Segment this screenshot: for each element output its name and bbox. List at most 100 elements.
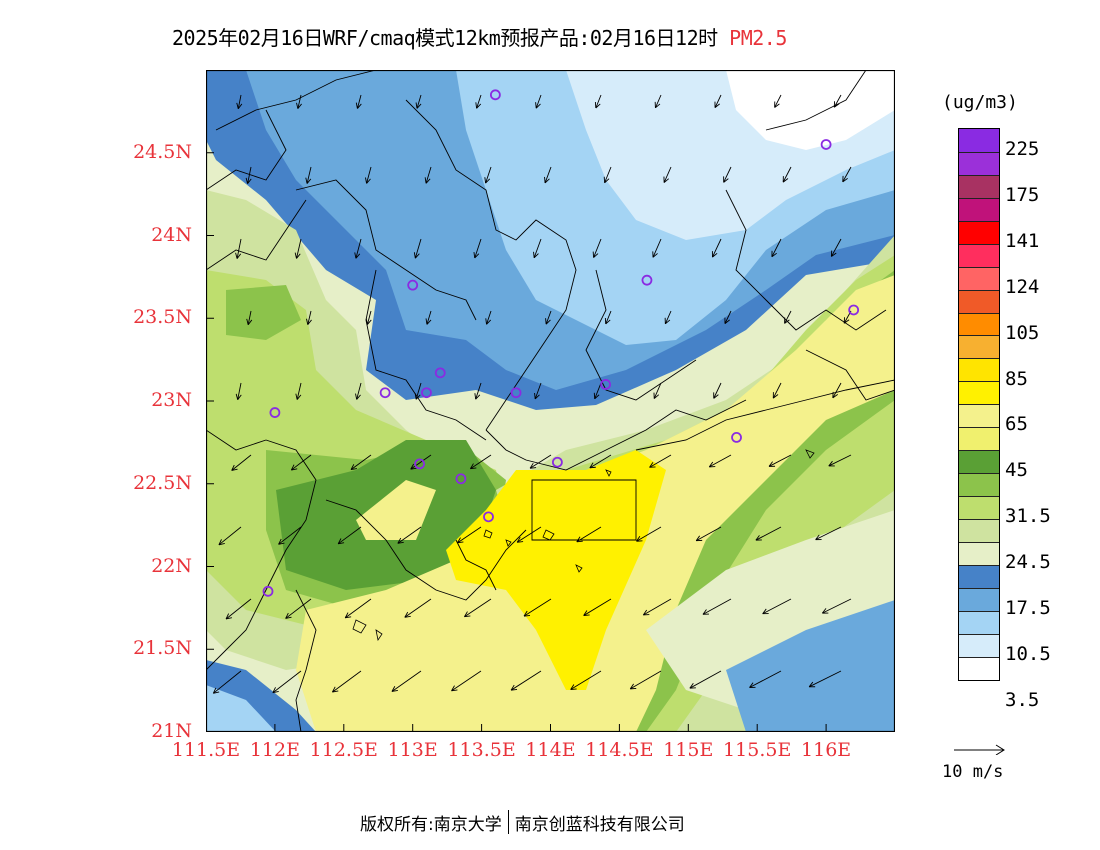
color-bar-segment — [959, 289, 999, 313]
wind-arrow — [225, 598, 252, 620]
x-tick-label: 113.5E — [447, 739, 516, 761]
monitoring-site-marker[interactable] — [489, 89, 501, 101]
wind-arrow — [782, 166, 792, 183]
y-tick-label: 23N — [151, 389, 192, 411]
wind-vector-field — [212, 94, 852, 694]
monitoring-site-marker[interactable] — [407, 279, 419, 291]
monitoring-site-marker[interactable] — [434, 367, 446, 379]
y-tick-label: 23.5N — [133, 306, 192, 329]
band-skyblue-sw — [206, 685, 276, 732]
band-yellow-core — [446, 450, 666, 690]
wind-arrow — [653, 382, 662, 399]
wind-arrow — [414, 382, 422, 400]
wind-arrow — [212, 670, 242, 694]
wind-arrow — [344, 598, 372, 619]
wind-arrow — [570, 670, 602, 690]
color-bar-segment — [959, 518, 999, 542]
chart-title: 2025年02月16日WRF/cmaq模式12km预报产品:02月16日12时 … — [172, 22, 787, 51]
wind-arrow — [236, 94, 243, 110]
monitoring-site-marker[interactable] — [820, 139, 832, 150]
monitoring-site-marker[interactable] — [455, 473, 467, 485]
color-bar-label: 45 — [1005, 459, 1028, 482]
wind-arrow — [355, 94, 362, 109]
monitoring-site-marker[interactable] — [269, 407, 281, 418]
x-tick-label: 115.5E — [723, 739, 792, 761]
wind-arrow — [534, 382, 542, 400]
wind-arrow — [523, 598, 552, 617]
wind-arrow — [604, 310, 612, 325]
wind-arrow — [842, 166, 852, 183]
color-bar-segment — [959, 197, 999, 221]
monitoring-site-marker[interactable] — [551, 456, 563, 468]
wind-arrow — [451, 670, 482, 692]
wind-arrow — [830, 238, 842, 257]
wind-arrow — [544, 166, 552, 184]
wind-arrow — [589, 454, 612, 469]
monitoring-site-marker[interactable] — [510, 387, 522, 399]
wind-arrow — [365, 166, 372, 184]
monitoring-site-marker[interactable] — [641, 274, 653, 286]
wind-arrow — [755, 526, 782, 541]
monitoring-site-marker[interactable] — [848, 304, 860, 316]
wind-arrow — [774, 94, 782, 108]
title-main: 2025年02月16日WRF/cmaq模式12km预报产品:02月16日12时 — [172, 26, 718, 50]
wind-arrow — [350, 454, 372, 471]
wind-arrow — [337, 526, 362, 545]
wind-arrow — [576, 526, 602, 543]
wind-arrow — [713, 382, 722, 399]
wind-arrow — [771, 238, 782, 258]
color-bar-segment — [959, 587, 999, 611]
wind-arrow — [749, 670, 782, 688]
x-tick-label: 112.5E — [309, 739, 378, 761]
color-bar-segment — [959, 381, 999, 405]
monitoring-site-marker[interactable] — [379, 387, 391, 399]
wind-arrow — [832, 382, 842, 399]
monitoring-site-marker[interactable] — [262, 585, 274, 597]
color-bar-label: 31.5 — [1005, 505, 1051, 528]
wind-arrow — [636, 526, 662, 542]
wind-arrow — [821, 598, 852, 614]
color-bar-segment — [959, 404, 999, 428]
color-bar-segment — [959, 541, 999, 565]
wind-arrow — [808, 670, 842, 688]
wind-arrow — [296, 94, 302, 109]
wind-arrow — [397, 526, 422, 544]
color-bar-label: 105 — [1005, 321, 1040, 344]
monitoring-site-marker[interactable] — [414, 458, 425, 470]
color-bar-segment — [959, 358, 999, 382]
y-tick-label: 21.5N — [133, 637, 192, 660]
wind-arrow — [306, 310, 312, 325]
wind-arrow — [473, 238, 482, 259]
color-bar-segment — [959, 266, 999, 290]
monitoring-site-marker[interactable] — [600, 379, 612, 390]
color-bar-label: 17.5 — [1005, 597, 1051, 619]
wind-arrow — [278, 526, 302, 545]
y-tick-label: 24.5N — [133, 140, 192, 163]
wind-arrow — [272, 670, 302, 694]
monitoring-site-marker[interactable] — [731, 432, 742, 443]
wind-arrow — [708, 454, 732, 468]
color-bar-segment — [959, 174, 999, 198]
wind-arrow — [784, 310, 792, 324]
wind-arrow — [245, 166, 252, 184]
wind-arrow — [391, 670, 422, 692]
wind-arrow — [711, 238, 722, 258]
wind-arrow — [305, 166, 312, 184]
wind-arrow — [592, 238, 602, 258]
wind-arrow — [295, 382, 302, 400]
wind-arrow — [425, 310, 432, 325]
wind-arrow — [533, 238, 542, 259]
monitoring-site-marker[interactable] — [483, 511, 494, 523]
wind-arrow — [529, 454, 552, 469]
wind-arrow — [545, 310, 552, 325]
wind-arrow — [464, 598, 492, 618]
x-tick-label: 114E — [525, 739, 576, 761]
wind-arrow — [510, 670, 542, 691]
title-pollutant: PM2.5 — [729, 26, 787, 50]
wind-arrow — [290, 454, 312, 471]
color-bar-segment — [959, 427, 999, 451]
color-bar-segment — [959, 220, 999, 244]
monitoring-site-marker[interactable] — [421, 387, 432, 399]
wind-arrow — [594, 94, 602, 109]
wind-arrow — [231, 454, 252, 471]
